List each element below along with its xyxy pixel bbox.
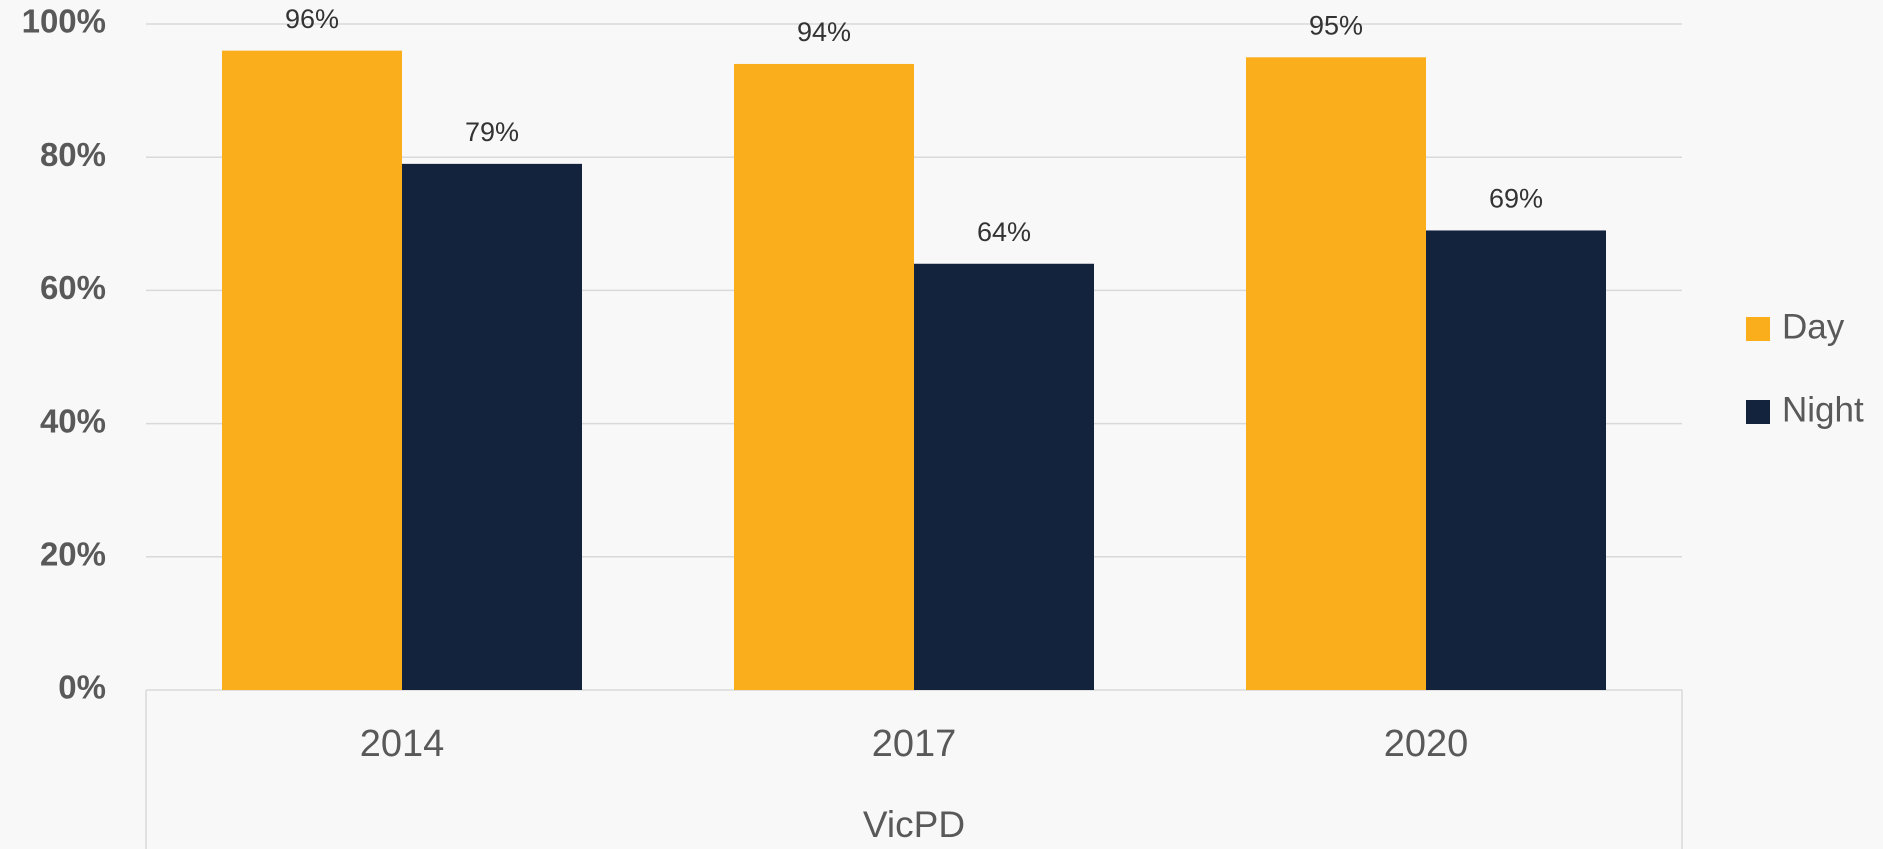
x-tick-label: 2020 (1384, 723, 1469, 765)
y-tick-label: 100% (22, 3, 106, 40)
bar (734, 63, 914, 690)
bar (914, 263, 1094, 690)
legend-label: Day (1782, 307, 1845, 346)
value-label: 64% (977, 217, 1031, 247)
y-tick-label: 80% (40, 136, 106, 173)
bar (222, 50, 402, 690)
value-label: 69% (1489, 184, 1543, 214)
bar (1426, 230, 1606, 690)
legend-swatch (1746, 317, 1770, 341)
legend-label: Night (1782, 390, 1864, 429)
value-label: 94% (797, 17, 851, 47)
y-tick-label: 60% (40, 269, 106, 306)
y-tick-label: 40% (40, 402, 106, 439)
y-tick-label: 20% (40, 536, 106, 573)
bar (402, 163, 582, 691)
category-group-label: VicPD (863, 804, 965, 845)
y-tick-label: 0% (58, 669, 106, 706)
value-label: 95% (1309, 10, 1363, 40)
value-label: 96% (285, 4, 339, 34)
bar (1246, 57, 1426, 691)
x-tick-label: 2014 (360, 723, 445, 765)
legend-swatch (1746, 400, 1770, 424)
x-tick-label: 2017 (872, 723, 957, 765)
value-label: 79% (465, 117, 519, 147)
